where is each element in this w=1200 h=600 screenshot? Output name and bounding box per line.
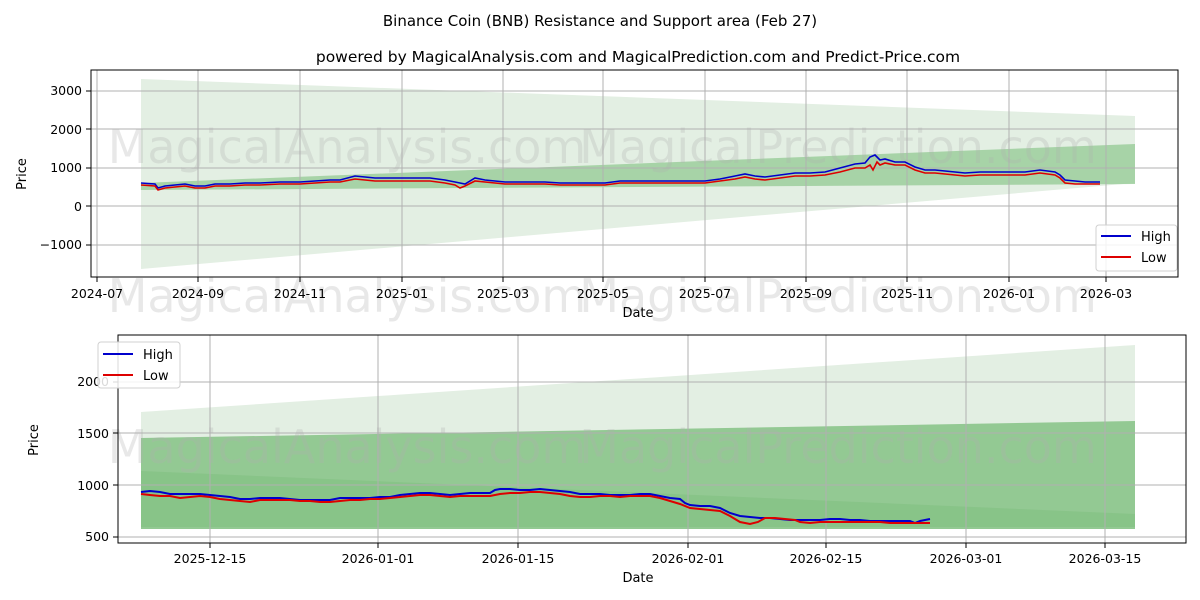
x-tick-label: 2025-09: [780, 286, 832, 301]
x-tick-label: 2025-05: [577, 286, 629, 301]
legend-low-label: Low: [143, 369, 169, 384]
x-tick-label: 2025-12-15: [174, 551, 247, 566]
legend-low-label: Low: [1141, 251, 1167, 266]
legend-high-label: High: [1141, 230, 1171, 245]
top-chart: MagicalAnalysis.com MagicalPrediction.co…: [15, 69, 1179, 323]
low-line: [140, 160, 1100, 191]
y-tick-label: 3000: [50, 83, 82, 98]
watermark-prediction-2: MagicalPrediction.com: [579, 269, 1097, 323]
bottom-y-axis-label: Price: [27, 424, 42, 456]
low-line: [140, 491, 930, 526]
chart-subtitle: powered by MagicalAnalysis.com and Magic…: [316, 48, 960, 66]
legend-high-label: High: [143, 348, 173, 363]
bottom-x-axis-label: Date: [622, 571, 653, 586]
x-tick-label: 2026-01: [983, 286, 1035, 301]
y-tick-label: 2000: [50, 122, 82, 137]
x-tick-label: 2026-03-01: [930, 551, 1003, 566]
bottom-y-ticks: 2000 1500 1000 500: [77, 374, 118, 544]
y-tick-label: −1000: [40, 237, 82, 252]
x-tick-label: 2025-01: [376, 286, 428, 301]
y-tick-label: 1500: [77, 426, 109, 441]
bottom-chart: MagicalAnalysis.com MagicalPrediction.co…: [27, 334, 1187, 586]
top-x-ticks: 2024-07 2024-09 2024-11 2025-01 2025-03 …: [71, 277, 1132, 301]
x-tick-label: 2025-11: [881, 286, 933, 301]
x-tick-label: 2025-07: [679, 286, 731, 301]
bottom-axes-frame: [117, 334, 1187, 544]
top-grid: [91, 70, 1178, 277]
x-tick-label: 2024-09: [172, 286, 224, 301]
watermark-analysis-2: MagicalAnalysis.com: [108, 269, 587, 323]
chart-title: Binance Coin (BNB) Resistance and Suppor…: [383, 12, 817, 30]
x-tick-label: 2026-02-15: [790, 551, 863, 566]
bottom-legend: High Low: [97, 341, 181, 389]
top-axes-frame: [90, 69, 1179, 278]
y-tick-label: 0: [74, 199, 82, 214]
top-legend: High Low: [1095, 224, 1178, 272]
x-tick-label: 2026-01-01: [342, 551, 415, 566]
watermark-analysis: MagicalAnalysis.com: [108, 120, 587, 174]
x-tick-label: 2026-01-15: [482, 551, 555, 566]
bottom-x-ticks: 2025-12-15 2026-01-01 2026-01-15 2026-02…: [174, 543, 1142, 566]
top-y-ticks: 3000 2000 1000 0 −1000: [40, 83, 91, 252]
x-tick-label: 2025-03: [477, 286, 529, 301]
top-y-axis-label: Price: [15, 158, 30, 190]
bottom-grid: [118, 335, 1186, 543]
x-tick-label: 2024-11: [274, 286, 326, 301]
x-tick-label: 2026-03: [1080, 286, 1132, 301]
y-tick-label: 500: [85, 529, 109, 544]
x-tick-label: 2024-07: [71, 286, 123, 301]
y-tick-label: 1000: [77, 478, 109, 493]
watermark-prediction-3: MagicalPrediction.com: [579, 420, 1097, 474]
lower-band-strip: [141, 527, 1135, 529]
x-tick-label: 2026-03-15: [1069, 551, 1142, 566]
high-line: [140, 487, 931, 525]
x-tick-label: 2026-02-01: [652, 551, 725, 566]
watermark-prediction: MagicalPrediction.com: [579, 120, 1097, 174]
top-x-axis-label: Date: [622, 306, 653, 321]
watermark-analysis-3: MagicalAnalysis.com: [108, 420, 587, 474]
high-line: [140, 154, 1100, 189]
y-tick-label: 1000: [50, 160, 82, 175]
